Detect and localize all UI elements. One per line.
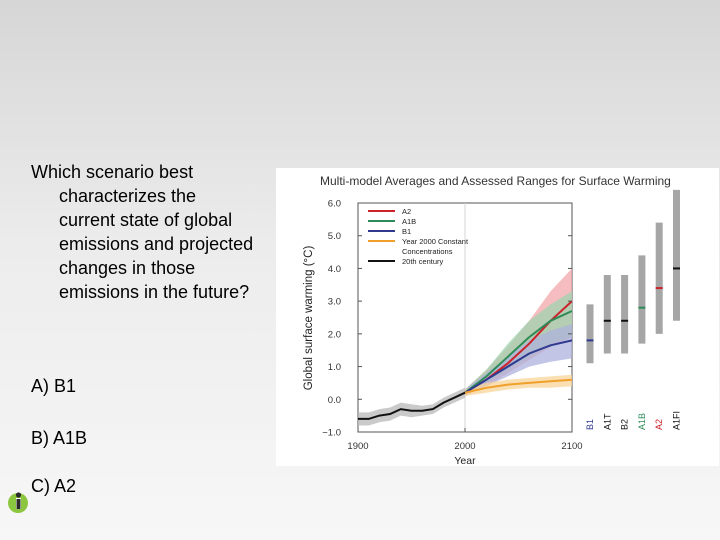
series-band-4 [358, 387, 465, 426]
x-tick-label: 2100 [561, 441, 582, 452]
assessed-ranges: B1 A1T B2 A1B A2 A1FI [585, 189, 682, 430]
legend-label: 20th century [402, 257, 444, 266]
range-label: A1T [602, 413, 612, 430]
legend-label: A2 [402, 207, 411, 216]
x-tick-label: 2000 [454, 441, 475, 452]
question-block: Which scenario best characterizes the cu… [31, 160, 256, 496]
answer-option-a[interactable]: A) B1 [31, 376, 77, 396]
legend-label: B1 [402, 227, 411, 236]
question-text: Which scenario best characterizes the cu… [31, 162, 254, 302]
y-tick-label: 5.0 [328, 231, 341, 242]
range-label: A2 [654, 419, 664, 430]
series-line-3 [464, 378, 573, 394]
series-band-3 [465, 374, 572, 396]
series-lines [358, 300, 573, 420]
answer-option-c[interactable]: C) A2 [31, 476, 77, 496]
range-label: A1FI [672, 411, 682, 430]
series-line-4 [358, 391, 466, 420]
x-axis-label: Year [454, 455, 476, 466]
series-line-2 [464, 339, 573, 394]
chart-title: Multi-model Averages and Assessed Ranges… [320, 174, 671, 188]
range-label: B1 [585, 419, 595, 430]
y-tick-label: −1.0 [322, 428, 341, 439]
legend-label: Concentrations [402, 247, 453, 256]
answer-option-b[interactable]: B) A1B [31, 428, 88, 448]
y-tick-label: 2.0 [328, 329, 341, 340]
range-label: B2 [620, 419, 630, 430]
logo-icon [8, 492, 28, 513]
series-line-1 [464, 310, 573, 394]
y-tick-label: 6.0 [328, 199, 341, 210]
y-tick-label: 4.0 [328, 264, 341, 275]
y-tick-label: 0.0 [328, 395, 341, 406]
uncertainty-bands [358, 268, 572, 426]
warming-chart: Multi-model Averages and Assessed Ranges… [303, 174, 682, 466]
chart-panel: Multi-model Averages and Assessed Ranges… [276, 168, 719, 466]
y-tick-label: 3.0 [328, 297, 341, 308]
legend-label: Year 2000 Constant [402, 237, 469, 246]
y-tick-label: 1.0 [328, 362, 341, 373]
range-label: A1B [637, 413, 647, 430]
x-tick-label: 1900 [347, 441, 368, 452]
axis-ticks: 6.0 5.0 4.0 3.0 2.0 1.0 0.0 −1.0 1900 2000 2100 [322, 199, 582, 453]
y-axis-label: Global surface warming (°C) [303, 246, 315, 391]
legend-label: A1B [402, 217, 416, 226]
